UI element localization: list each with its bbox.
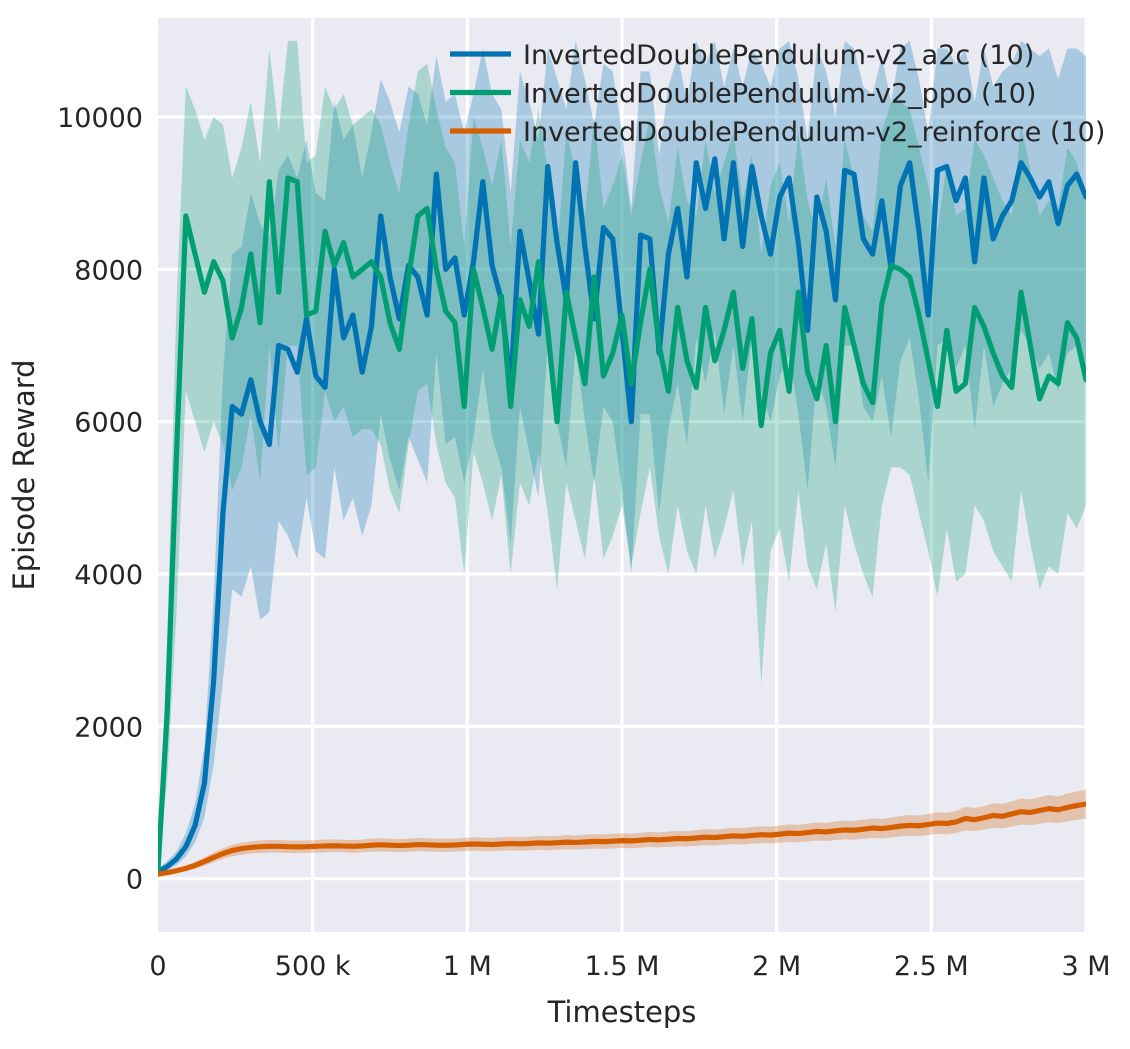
x-tick-label-1: 500 k [275,951,351,982]
y-tick-label-5: 10000 [57,103,143,134]
y-tick-label-4: 8000 [74,255,143,286]
chart-legend: InvertedDoublePendulum-v2_a2c (10) Invert… [450,40,1105,148]
x-axis-title: Timesteps [547,995,697,1029]
x-tick-label-6: 3 M [1061,951,1110,982]
x-tick-label-5: 2.5 M [894,951,969,982]
y-tick-label-2: 4000 [74,560,143,591]
x-axis-tick-labels: 0 500 k 1 M 1.5 M 2 M 2.5 M 3 M [149,951,1110,982]
confidence-band-2 [158,789,1086,876]
confidence-band-0 [158,40,1086,875]
y-axis-tick-labels: 0 2000 4000 6000 8000 10000 [57,103,143,896]
legend-label-0: InvertedDoublePendulum-v2_a2c (10) [523,40,1034,71]
x-tick-label-2: 1 M [443,951,492,982]
series-line-1 [158,175,1086,873]
y-tick-label-1: 2000 [74,712,143,743]
legend-label-2: InvertedDoublePendulum-v2_reinforce (10) [523,117,1105,148]
series-lines-group [158,156,1086,877]
x-tick-label-3: 1.5 M [585,951,660,982]
confidence-bands-group [158,40,1086,876]
gridlines-group [158,18,1088,932]
y-axis-title: Episode Reward [7,359,41,590]
y-tick-label-0: 0 [126,865,143,896]
legend-label-1: InvertedDoublePendulum-v2_ppo (10) [523,79,1036,110]
confidence-band-1 [158,40,1086,873]
series-line-2 [158,801,1086,877]
x-tick-label-0: 0 [149,951,166,982]
x-tick-label-4: 2 M [752,951,801,982]
y-tick-label-3: 6000 [74,408,143,439]
